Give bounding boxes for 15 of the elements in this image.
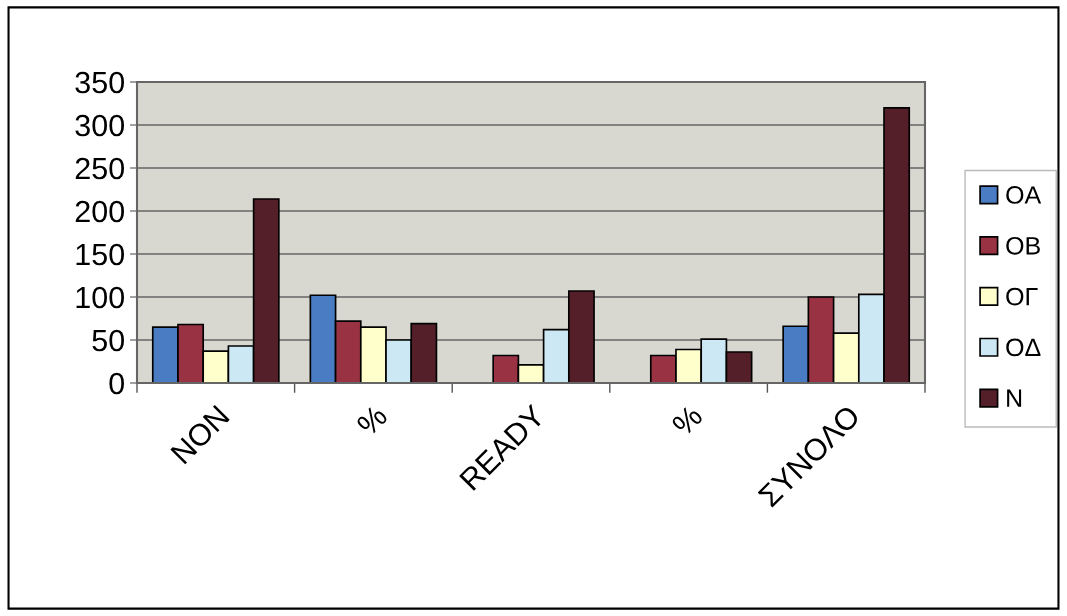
y-tick-label: 0 [109,372,124,395]
x-tick-label: % [670,403,704,437]
y-tick-label: 350 [75,71,124,94]
y-tick-label: 50 [92,329,124,352]
y-tick-label: 250 [75,157,124,180]
legend-label: OΓ [1006,287,1038,306]
legend-label: OΔ [1006,338,1041,357]
legend-label: N [1007,389,1022,407]
y-tick-label: 200 [75,200,124,223]
x-tick-label: % [355,403,389,437]
y-tick-label: 300 [75,114,124,137]
y-tick-label: 150 [76,243,124,266]
y-tick-label: 100 [76,286,124,309]
legend-label: OA [1006,186,1042,204]
legend-label: OB [1006,236,1040,255]
